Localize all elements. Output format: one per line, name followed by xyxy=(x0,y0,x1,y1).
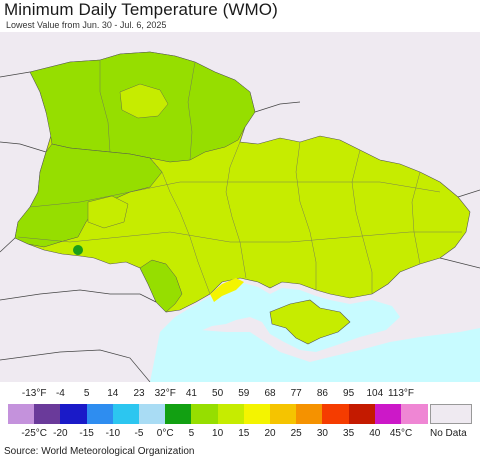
legend-tick-f: 5 xyxy=(83,388,90,399)
legend-fahrenheit-ticks: -13°F -4 5 14 23 32°F 41 50 59 68 77 86 95 104 113°F xyxy=(0,388,480,400)
legend-swatch xyxy=(401,404,428,424)
legend-tick-c: -5 xyxy=(134,428,144,439)
no-data-label: No Data xyxy=(430,428,467,439)
legend-tick-f: 59 xyxy=(238,388,250,399)
region-5c-spot xyxy=(73,245,83,255)
legend-tick-f: 50 xyxy=(212,388,224,399)
legend-color-bar xyxy=(0,404,480,424)
legend-tick-c: 35 xyxy=(343,428,355,439)
legend-swatch xyxy=(374,404,402,424)
source-credit: Source: World Meteorological Organizatio… xyxy=(4,446,195,457)
legend-swatch xyxy=(34,404,61,424)
legend-swatch xyxy=(60,404,88,424)
legend-tick-f: 68 xyxy=(264,388,276,399)
black-sea xyxy=(150,282,400,382)
legend-tick-f: 113°F xyxy=(387,388,415,399)
legend-swatch xyxy=(270,404,297,424)
temperature-map xyxy=(0,32,480,382)
legend-tick-f: 86 xyxy=(316,388,328,399)
legend-tick-c: 5 xyxy=(188,428,195,439)
legend-tick-c: 40 xyxy=(369,428,381,439)
region-15c-patch-center xyxy=(87,195,129,229)
black-sea-south xyxy=(150,328,480,382)
legend-tick-c: 20 xyxy=(264,428,276,439)
legend-swatch xyxy=(217,404,245,424)
map-svg xyxy=(0,32,480,382)
legend-tick-c: -25°C xyxy=(21,428,48,439)
legend-swatch xyxy=(348,404,376,424)
legend-swatch xyxy=(322,404,350,424)
legend-tick-c: 25 xyxy=(290,428,302,439)
legend-tick-c: 30 xyxy=(316,428,328,439)
legend-tick-f: 23 xyxy=(133,388,145,399)
legend-tick-f: -13°F xyxy=(21,388,47,399)
no-data-swatch xyxy=(430,404,472,424)
legend-tick-c: -15 xyxy=(79,428,94,439)
legend-celsius-ticks: -25°C -20 -15 -10 -5 0°C 5 10 15 20 25 30 35 40 45°C xyxy=(0,428,480,440)
legend-swatch xyxy=(86,404,114,424)
legend-tick-c: 0°C xyxy=(156,428,174,439)
legend-tick-f: 41 xyxy=(185,388,197,399)
region-10c-southwest xyxy=(139,259,183,313)
legend-tick-f: 14 xyxy=(107,388,119,399)
legend-swatch xyxy=(243,404,271,424)
legend-tick-c: 45°C xyxy=(389,428,413,439)
legend-swatch xyxy=(296,404,323,424)
map-subtitle: Lowest Value from Jun. 30 - Jul. 6, 2025 xyxy=(6,20,167,30)
map-title: Minimum Daily Temperature (WMO) xyxy=(4,0,278,19)
legend-swatch xyxy=(8,404,35,424)
legend-tick-c: 10 xyxy=(212,428,224,439)
oblast-borders xyxy=(17,60,462,295)
legend-tick-c: -20 xyxy=(53,428,68,439)
legend-tick-f: 104 xyxy=(366,388,384,399)
region-15c-patch-north xyxy=(119,83,169,119)
crimea-peninsula xyxy=(269,299,351,345)
legend-swatch xyxy=(112,404,140,424)
country-borders xyxy=(0,71,480,382)
legend-tick-f: 77 xyxy=(290,388,302,399)
legend-swatch xyxy=(139,404,166,424)
legend-tick-c: -10 xyxy=(105,428,121,439)
legend-swatch xyxy=(191,404,219,424)
legend-tick-f: 32°F xyxy=(154,388,176,399)
region-10c-west xyxy=(14,143,163,248)
legend-tick-f: 95 xyxy=(343,388,355,399)
region-20c-coast xyxy=(210,278,244,302)
legend-tick-c: 15 xyxy=(238,428,250,439)
legend-swatch xyxy=(165,404,192,424)
legend-tick-f: -4 xyxy=(55,388,65,399)
